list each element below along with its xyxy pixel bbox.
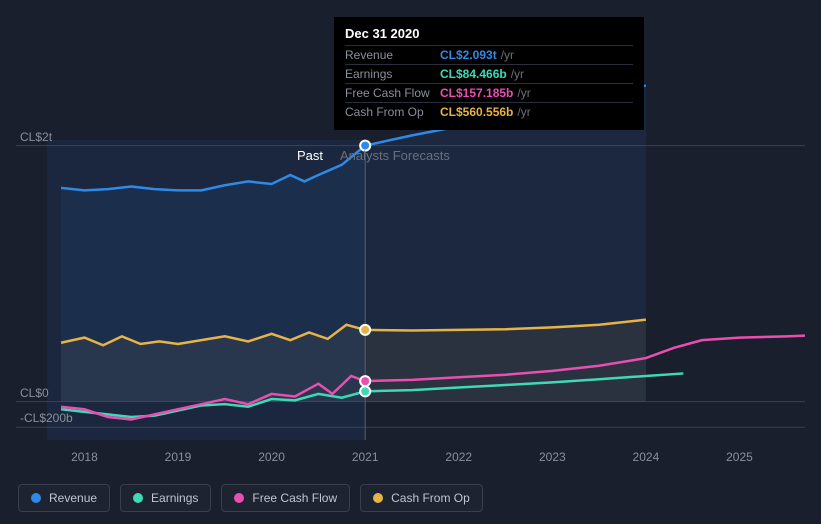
legend-dot-icon xyxy=(133,493,143,503)
x-axis-label: 2020 xyxy=(258,450,285,464)
legend-label: Revenue xyxy=(49,491,97,505)
legend-label: Cash From Op xyxy=(391,491,470,505)
tooltip-row-value: CL$560.556b xyxy=(440,105,513,119)
financials-chart: CL$2t CL$0 -CL$200b 2018 2019 2020 2021 2022 20… xyxy=(0,0,821,524)
tooltip-row-value: CL$157.185b xyxy=(440,86,513,100)
tooltip-row-value: CL$2.093t xyxy=(440,48,497,62)
legend-item-earnings[interactable]: Earnings xyxy=(120,484,211,512)
chart-legend: Revenue Earnings Free Cash Flow Cash From O… xyxy=(18,484,483,512)
y-axis-label: CL$2t xyxy=(20,130,52,144)
tooltip-row-value: CL$84.466b xyxy=(440,67,507,81)
x-axis-label: 2022 xyxy=(445,450,472,464)
x-axis-label: 2025 xyxy=(726,450,753,464)
tooltip-row-suffix: /yr xyxy=(511,67,524,81)
tooltip-row: Cash From OpCL$560.556b/yr xyxy=(345,102,633,121)
legend-label: Free Cash Flow xyxy=(252,491,337,505)
tooltip-row-label: Free Cash Flow xyxy=(345,86,440,100)
legend-item-revenue[interactable]: Revenue xyxy=(18,484,110,512)
tooltip-row: EarningsCL$84.466b/yr xyxy=(345,64,633,83)
tooltip-row: RevenueCL$2.093t/yr xyxy=(345,45,633,64)
tooltip-row: Free Cash FlowCL$157.185b/yr xyxy=(345,83,633,102)
tooltip-row-label: Cash From Op xyxy=(345,105,440,119)
section-label-forecast: Analysts Forecasts xyxy=(340,148,450,163)
y-axis-label: CL$0 xyxy=(20,386,49,400)
tooltip-row-label: Revenue xyxy=(345,48,440,62)
legend-item-fcf[interactable]: Free Cash Flow xyxy=(221,484,350,512)
y-axis-label: -CL$200b xyxy=(20,411,73,425)
legend-dot-icon xyxy=(234,493,244,503)
x-axis-label: 2018 xyxy=(71,450,98,464)
x-axis-label: 2023 xyxy=(539,450,566,464)
legend-item-cashop[interactable]: Cash From Op xyxy=(360,484,483,512)
tooltip-row-suffix: /yr xyxy=(517,86,530,100)
tooltip-row-suffix: /yr xyxy=(517,105,530,119)
marker-dot-cashop xyxy=(361,326,369,334)
chart-tooltip: Dec 31 2020 RevenueCL$2.093t/yrEarningsC… xyxy=(334,17,644,130)
x-axis-label: 2019 xyxy=(165,450,192,464)
x-axis-label: 2024 xyxy=(633,450,660,464)
marker-dot-fcf xyxy=(361,377,369,385)
section-label-past: Past xyxy=(297,148,323,163)
legend-dot-icon xyxy=(373,493,383,503)
tooltip-row-suffix: /yr xyxy=(501,48,514,62)
legend-dot-icon xyxy=(31,493,41,503)
legend-label: Earnings xyxy=(151,491,198,505)
tooltip-row-label: Earnings xyxy=(345,67,440,81)
marker-dot-earnings xyxy=(361,387,369,395)
x-axis-label: 2021 xyxy=(352,450,379,464)
tooltip-date: Dec 31 2020 xyxy=(345,26,633,41)
